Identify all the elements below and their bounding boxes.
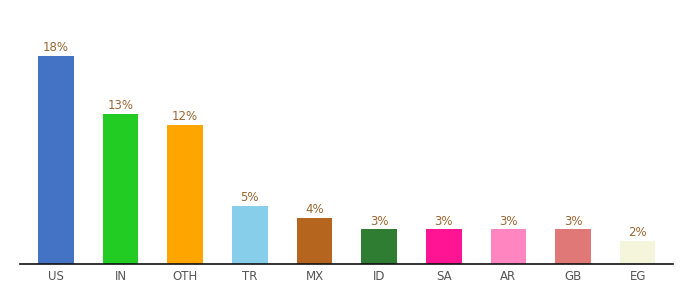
- Bar: [361, 229, 397, 264]
- Text: 13%: 13%: [107, 99, 133, 112]
- Text: 5%: 5%: [241, 191, 259, 204]
- Bar: [232, 206, 268, 264]
- Text: 12%: 12%: [172, 110, 199, 123]
- Text: 18%: 18%: [43, 41, 69, 54]
- Text: 2%: 2%: [628, 226, 647, 239]
- Bar: [167, 125, 203, 264]
- Bar: [556, 229, 591, 264]
- Bar: [620, 241, 656, 264]
- Bar: [296, 218, 333, 264]
- Bar: [426, 229, 462, 264]
- Bar: [103, 114, 138, 264]
- Text: 3%: 3%: [370, 214, 388, 228]
- Text: 3%: 3%: [435, 214, 453, 228]
- Bar: [490, 229, 526, 264]
- Text: 3%: 3%: [564, 214, 582, 228]
- Text: 4%: 4%: [305, 203, 324, 216]
- Bar: [38, 56, 73, 264]
- Text: 3%: 3%: [499, 214, 517, 228]
